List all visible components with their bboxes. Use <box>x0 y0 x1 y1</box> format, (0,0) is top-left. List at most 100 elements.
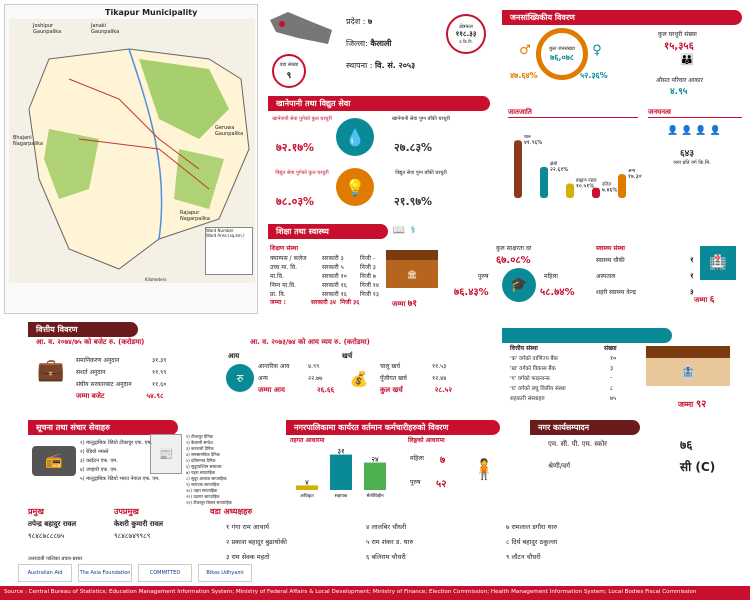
electricity-remaining-label: विद्युत सेवा पुग्न बाँकी घरधुरी <box>395 170 447 176</box>
caste-bar <box>592 187 600 198</box>
water-served-label: खानेपानी सेवा पुगेको कुल घरधुरी <box>272 116 332 122</box>
caste-chart: ४१.९६%थारु २२.६१%क्षेत्री १०.५१%ब्राह्मण प… <box>514 135 642 198</box>
map-label: Bhajani Nagarpalika <box>13 135 43 147</box>
male-icon: ♂ <box>519 42 531 58</box>
ward-chair: २ प्रकाश बहादुर बुढाथोकी <box>226 538 287 546</box>
edu-total-row: जम्मा : सरकारी ३४ निजी ३६ <box>270 299 360 306</box>
radio-station: २) रेडियो नमस्ते <box>80 449 109 455</box>
income-item-label: आन्तरिक आय <box>258 363 290 370</box>
book-icon: 📖 <box>392 224 406 236</box>
bank-count: ७५ <box>610 395 617 402</box>
radio-station: ५) मालुद्वाबिक रेडियो भारत नेपाल एफ. एम. <box>80 476 160 482</box>
expense-item-label: चालु खर्च <box>380 363 401 370</box>
banks-col1: वित्तीय संस्था <box>510 345 538 352</box>
province-row: प्रदेश : ७ <box>346 17 373 26</box>
score-value: ७६ <box>680 438 693 452</box>
budget-item-value: ११.६० <box>152 381 167 388</box>
coins-icon: 💰 <box>349 370 369 388</box>
newspaper-name: १०) पहरा साप्ताहिक <box>186 488 218 493</box>
health-title: स्वास्थ्य संस्था <box>596 245 625 252</box>
income-expense-title: आ. व. २०७३/७४ को आय व्यय रु. (करोडमा) <box>250 338 370 346</box>
family-size-label: औसत परिवार आकार <box>656 77 703 84</box>
bank-building-icon: 🏦 <box>646 346 730 386</box>
logo-caption: उत्तरदायी पालिका प्रचार-प्रसार <box>28 556 83 562</box>
budget-total-row: जम्मा बजेट ५४.९८ <box>76 392 164 400</box>
partner-logo: The Asia Foundation <box>78 564 132 582</box>
bank-count: १० <box>610 355 617 362</box>
health-facility-type: स्वास्थ्य चौकी <box>596 257 625 264</box>
staff-female-value: ७ <box>440 455 446 466</box>
ward-chair: ३ राम सेवक महतो <box>226 553 270 561</box>
density-value: ६४३ <box>680 149 695 159</box>
area-badge: क्षेत्रफल ११८.३३ व.कि.मि. <box>446 14 486 54</box>
newspaper-name: ११) उदगार साप्ताहिक <box>186 494 220 499</box>
caste-bar <box>540 166 548 198</box>
income-item-value: २२.७७ <box>308 375 323 382</box>
ward-chair: ८ दिर्घ बहादुर ठकुल्ला <box>506 538 558 546</box>
electricity-served-value: ७८.०३% <box>276 195 315 208</box>
health-facility-count: १ <box>690 256 694 264</box>
staff-bar-value: २४ <box>371 456 379 464</box>
expense-item-label: पूँजीगत खर्च <box>380 375 407 382</box>
newspaper-name: ७) पहरा साप्ताहिक <box>186 470 216 475</box>
partner-logo: COMMITTED <box>138 564 192 582</box>
hospital-icon: 🏥 <box>700 246 736 280</box>
water-icon: 💧 <box>336 118 374 156</box>
health-total: जम्मा ६ <box>694 295 715 305</box>
ward-chair: ७ रामलाल डगौरा थारु <box>506 523 558 531</box>
income-item-value: ४.९९ <box>308 363 320 370</box>
budget-item-value: ३१.३९ <box>152 357 167 364</box>
staff-header: नगरपालिकामा कार्यरत वर्तमान कर्मचारीहरुक… <box>286 420 500 435</box>
mayor-title: प्रमुख <box>28 507 44 516</box>
finance-header: वित्तीय विवरण <box>28 322 138 337</box>
radio-icon: 📻 <box>32 446 76 476</box>
institution-type: क्याम्पस / कलेज <box>270 255 307 262</box>
literacy-female-label: महिला <box>544 273 558 280</box>
caste-name-label: क्षेत्री <box>550 160 558 167</box>
partner-logo: Bikas Udhyami <box>198 564 252 582</box>
district-row: जिल्ला: कैलाली <box>346 39 392 48</box>
education-health-header: शिक्षा तथा स्वास्थ्य <box>268 224 388 239</box>
stethoscope-icon: ⚕ <box>410 224 416 236</box>
income-item-label: अन्य <box>258 375 268 382</box>
expense-title: खर्च <box>342 352 353 360</box>
bank-count: ३ <box>610 365 614 372</box>
staff-bar <box>296 485 318 490</box>
ward-chair: ६ बलिराम चौधरी <box>366 553 406 561</box>
caste-value-label: १७.३०% <box>628 174 642 180</box>
bank-count: ८ <box>610 385 614 392</box>
caste-name-label: दलित <box>602 181 612 188</box>
newspaper-name: ४) समसामयिक दैनिक <box>186 452 220 457</box>
banks-col2: संख्या <box>604 345 617 352</box>
staff-bar <box>330 454 352 490</box>
budget-item-label: समानिकरण अनुदान <box>76 357 120 364</box>
water-remaining-label: खानेपानी सेवा पुग्न बाँकी घरधुरी <box>392 116 450 122</box>
literacy-male-value: ७६.४३% <box>454 287 489 298</box>
newspaper-name: ८) सुदूर आवाज साप्ताहिक <box>186 476 227 481</box>
partner-logo: Australian Aid <box>18 564 72 582</box>
family-size-value: ४.९५ <box>670 87 688 97</box>
staff-bar-label: सहायक <box>335 494 348 498</box>
staff-bar-label: श्रेणीविहीन <box>366 492 384 498</box>
female-percent: ५२.३६% <box>580 71 608 80</box>
map-label: Janaki Gaunpalika <box>91 23 120 35</box>
mayor-name: तपेन्द्र बहादुर रावल <box>28 520 77 528</box>
nepal-map-icon <box>270 12 332 44</box>
health-facility-type: शहरी स्वास्थ्य केन्द्र <box>596 289 636 296</box>
water-remaining-value: २७.८३% <box>394 141 433 154</box>
map-label: Rajapur Nagarpalika <box>180 210 210 222</box>
caste-bar <box>514 140 522 198</box>
map-panel: Tikapur Municipality Joshipur Gaunpalika… <box>4 4 258 314</box>
female-icon: ♀ <box>592 42 602 58</box>
radio-station: ४) उपहारी एफ. एम. <box>80 467 118 473</box>
staff-bar <box>364 462 386 490</box>
institution-gov-count: सरकारी १६ <box>322 282 347 289</box>
health-facility-count: ३ <box>690 288 694 296</box>
expense-total-row: कुल खर्च २८.५२ <box>380 386 452 394</box>
staff-gender-title: लिङ्गको आधारमा <box>408 437 445 444</box>
institution-type: निम्न मा.वि. <box>270 282 296 289</box>
health-facility-count: १ <box>690 272 694 280</box>
mayor-phone: ९८४८७८८८७५ <box>28 532 65 540</box>
caste-bar <box>618 174 626 198</box>
caste-name-label: ब्राह्मण पहाड <box>576 179 597 184</box>
